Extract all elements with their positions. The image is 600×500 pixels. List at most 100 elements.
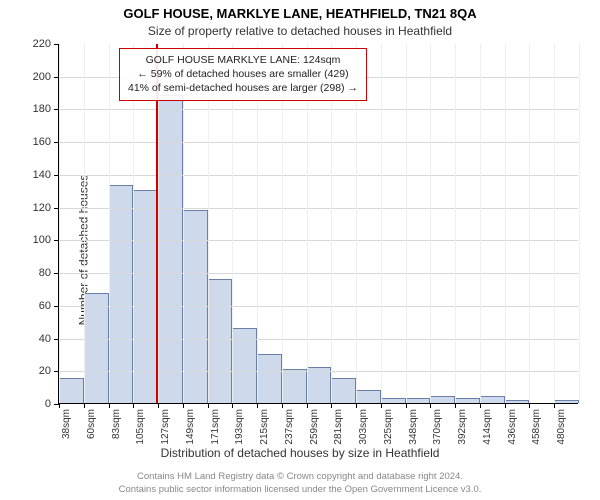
- xtick-label: 171sqm: [210, 409, 221, 445]
- chart-container: GOLF HOUSE, MARKLYE LANE, HEATHFIELD, TN…: [0, 0, 600, 500]
- histogram-bar: [430, 396, 455, 403]
- gridline-h: [59, 175, 578, 176]
- marker-infobox: GOLF HOUSE MARKLYE LANE: 124sqm← 59% of …: [119, 48, 367, 101]
- gridline-v: [84, 44, 85, 403]
- ytick-label: 0: [45, 398, 51, 410]
- histogram-bar: [59, 378, 84, 403]
- gridline-v: [406, 44, 407, 403]
- xtick-mark: [232, 403, 233, 408]
- gridline-v: [109, 44, 110, 403]
- histogram-bar: [257, 354, 282, 403]
- ytick-mark: [54, 109, 59, 110]
- xtick-mark: [59, 403, 60, 408]
- xtick-label: 325sqm: [383, 409, 394, 445]
- xtick-label: 83sqm: [111, 409, 122, 439]
- xtick-label: 303sqm: [358, 409, 369, 445]
- gridline-h: [59, 142, 578, 143]
- gridline-h: [59, 208, 578, 209]
- xtick-label: 149sqm: [185, 409, 196, 445]
- xtick-label: 480sqm: [556, 409, 567, 445]
- gridline-v: [505, 44, 506, 403]
- histogram-bar: [381, 398, 406, 403]
- xtick-label: 127sqm: [160, 409, 171, 445]
- xtick-label: 281sqm: [333, 409, 344, 445]
- histogram-bar: [307, 367, 332, 403]
- xtick-label: 193sqm: [234, 409, 245, 445]
- ytick-label: 200: [33, 71, 51, 83]
- ytick-mark: [54, 339, 59, 340]
- ytick-mark: [54, 175, 59, 176]
- xtick-mark: [406, 403, 407, 408]
- gridline-v: [430, 44, 431, 403]
- ytick-mark: [54, 371, 59, 372]
- histogram-bar: [455, 398, 480, 403]
- chart-title: GOLF HOUSE, MARKLYE LANE, HEATHFIELD, TN…: [0, 6, 600, 21]
- ytick-mark: [54, 142, 59, 143]
- xtick-mark: [554, 403, 555, 408]
- ytick-label: 180: [33, 103, 51, 115]
- ytick-mark: [54, 77, 59, 78]
- xtick-mark: [84, 403, 85, 408]
- xtick-mark: [381, 403, 382, 408]
- gridline-v: [554, 44, 555, 403]
- histogram-bar: [84, 293, 109, 403]
- gridline-h: [59, 273, 578, 274]
- xtick-mark: [307, 403, 308, 408]
- ytick-label: 140: [33, 169, 51, 181]
- xtick-label: 215sqm: [259, 409, 270, 445]
- histogram-bar: [505, 400, 530, 403]
- gridline-h: [59, 339, 578, 340]
- xtick-mark: [133, 403, 134, 408]
- gridline-v: [59, 44, 60, 403]
- ytick-mark: [54, 240, 59, 241]
- xtick-mark: [331, 403, 332, 408]
- xtick-mark: [455, 403, 456, 408]
- ytick-label: 220: [33, 38, 51, 50]
- xtick-label: 60sqm: [86, 409, 97, 439]
- histogram-bar: [480, 396, 505, 403]
- ytick-mark: [54, 44, 59, 45]
- xtick-mark: [158, 403, 159, 408]
- ytick-label: 60: [39, 300, 51, 312]
- xtick-mark: [356, 403, 357, 408]
- histogram-bar: [406, 398, 431, 403]
- infobox-line: GOLF HOUSE MARKLYE LANE: 124sqm: [128, 53, 358, 67]
- ytick-label: 80: [39, 267, 51, 279]
- xtick-label: 370sqm: [432, 409, 443, 445]
- xtick-mark: [208, 403, 209, 408]
- gridline-h: [59, 371, 578, 372]
- ytick-mark: [54, 273, 59, 274]
- ytick-label: 20: [39, 365, 51, 377]
- ytick-label: 160: [33, 136, 51, 148]
- chart-subtitle: Size of property relative to detached ho…: [0, 24, 600, 38]
- xtick-mark: [109, 403, 110, 408]
- histogram-bar: [282, 369, 307, 403]
- xtick-mark: [183, 403, 184, 408]
- histogram-bar: [356, 390, 381, 403]
- ytick-label: 120: [33, 202, 51, 214]
- histogram-bar: [208, 279, 233, 403]
- xtick-mark: [257, 403, 258, 408]
- infobox-line: ← 59% of detached houses are smaller (42…: [128, 67, 358, 81]
- ytick-label: 40: [39, 333, 51, 345]
- xtick-mark: [480, 403, 481, 408]
- gridline-v: [529, 44, 530, 403]
- gridline-v: [455, 44, 456, 403]
- xtick-mark: [529, 403, 530, 408]
- ytick-mark: [54, 208, 59, 209]
- xtick-label: 259sqm: [309, 409, 320, 445]
- infobox-line: 41% of semi-detached houses are larger (…: [128, 81, 358, 95]
- ytick-mark: [54, 306, 59, 307]
- xtick-label: 38sqm: [61, 409, 72, 439]
- histogram-bar: [331, 378, 356, 403]
- xtick-label: 105sqm: [135, 409, 146, 445]
- xtick-label: 414sqm: [482, 409, 493, 445]
- ytick-label: 100: [33, 234, 51, 246]
- gridline-v: [381, 44, 382, 403]
- gridline-h: [59, 109, 578, 110]
- xtick-label: 436sqm: [507, 409, 518, 445]
- gridline-v: [480, 44, 481, 403]
- xtick-mark: [430, 403, 431, 408]
- footer-line-1: Contains HM Land Registry data © Crown c…: [0, 471, 600, 483]
- xtick-mark: [282, 403, 283, 408]
